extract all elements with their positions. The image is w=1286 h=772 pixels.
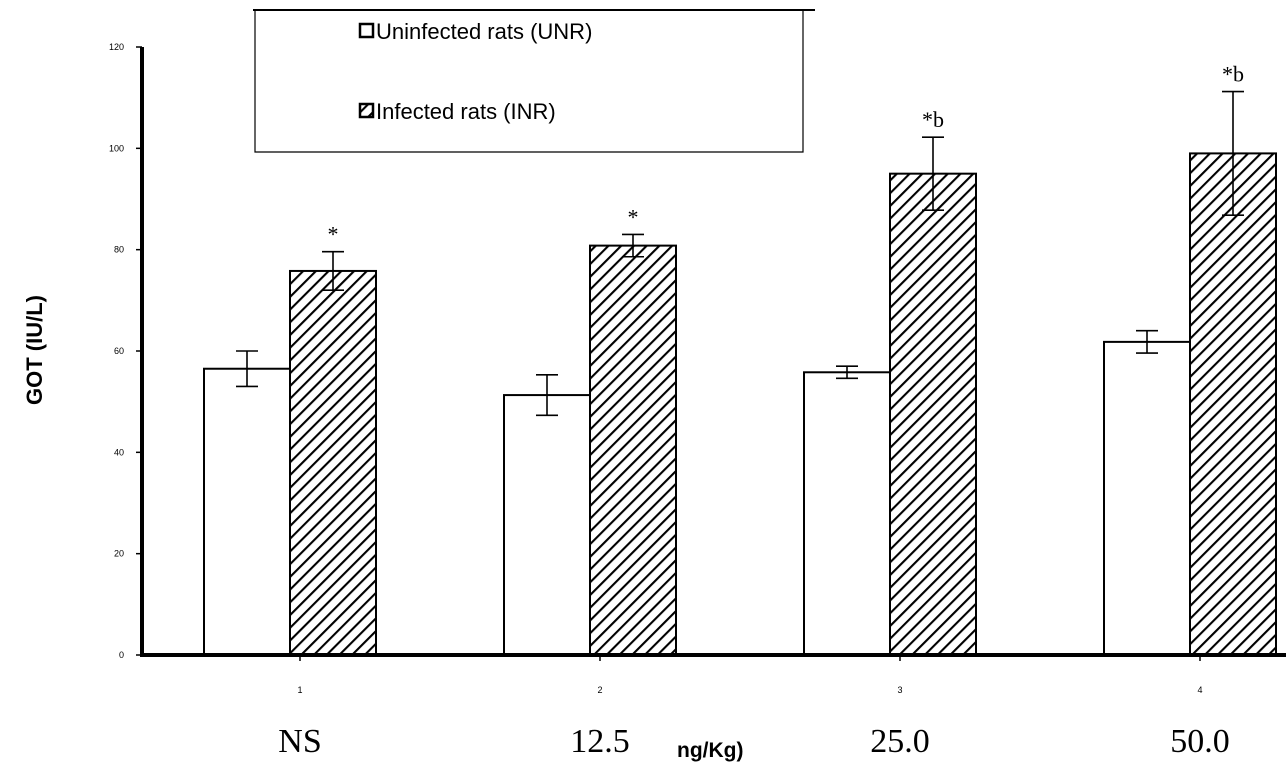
- y-tick-label-60: 60: [114, 346, 124, 356]
- category-label-1: NS: [278, 723, 321, 760]
- category-label-4: 50.0: [1170, 723, 1230, 760]
- x-tick-label-2: 2: [597, 685, 602, 695]
- bar-uninfected-2: [504, 395, 590, 655]
- bar-infected-3: [890, 174, 976, 655]
- y-tick-label-100: 100: [109, 143, 124, 153]
- y-tick-label-40: 40: [114, 447, 124, 457]
- y-tick-label-0: 0: [119, 650, 124, 660]
- bar-uninfected-4: [1104, 342, 1190, 655]
- bar-uninfected-3: [804, 372, 890, 655]
- error-bars-group: [236, 92, 1244, 416]
- y-tick-label-80: 80: [114, 245, 124, 255]
- legend-swatch-uninfected: [360, 24, 373, 37]
- annotations-group: * * *b *b: [328, 62, 1245, 247]
- y-tick-label-120: 120: [109, 42, 124, 52]
- annotation-1-2: *b: [922, 107, 944, 132]
- x-axis-title: ng/Kg): [677, 739, 743, 762]
- annotation-1-3: *b: [1222, 62, 1244, 87]
- bar-uninfected-1: [204, 369, 290, 655]
- bars-group: [204, 153, 1276, 655]
- category-label-3: 25.0: [870, 723, 930, 760]
- y-axis-title: GOT (IU/L): [22, 295, 47, 405]
- bar-infected-4: [1190, 153, 1276, 655]
- y-tick-label-20: 20: [114, 549, 124, 559]
- legend: Uninfected rats (UNR) Infected rats (INR…: [253, 10, 815, 152]
- bar-infected-1: [290, 271, 376, 655]
- bar-infected-2: [590, 246, 676, 655]
- legend-label-uninfected: Uninfected rats (UNR): [376, 19, 592, 44]
- category-label-2: 12.5: [570, 723, 630, 760]
- annotation-1-1: *: [628, 204, 639, 229]
- x-tick-label-1: 1: [297, 685, 302, 695]
- x-tick-label-4: 4: [1197, 685, 1202, 695]
- annotation-1-0: *: [328, 222, 339, 247]
- x-tick-label-3: 3: [897, 685, 902, 695]
- legend-swatch-infected: [360, 104, 373, 117]
- legend-label-infected: Infected rats (INR): [376, 99, 556, 124]
